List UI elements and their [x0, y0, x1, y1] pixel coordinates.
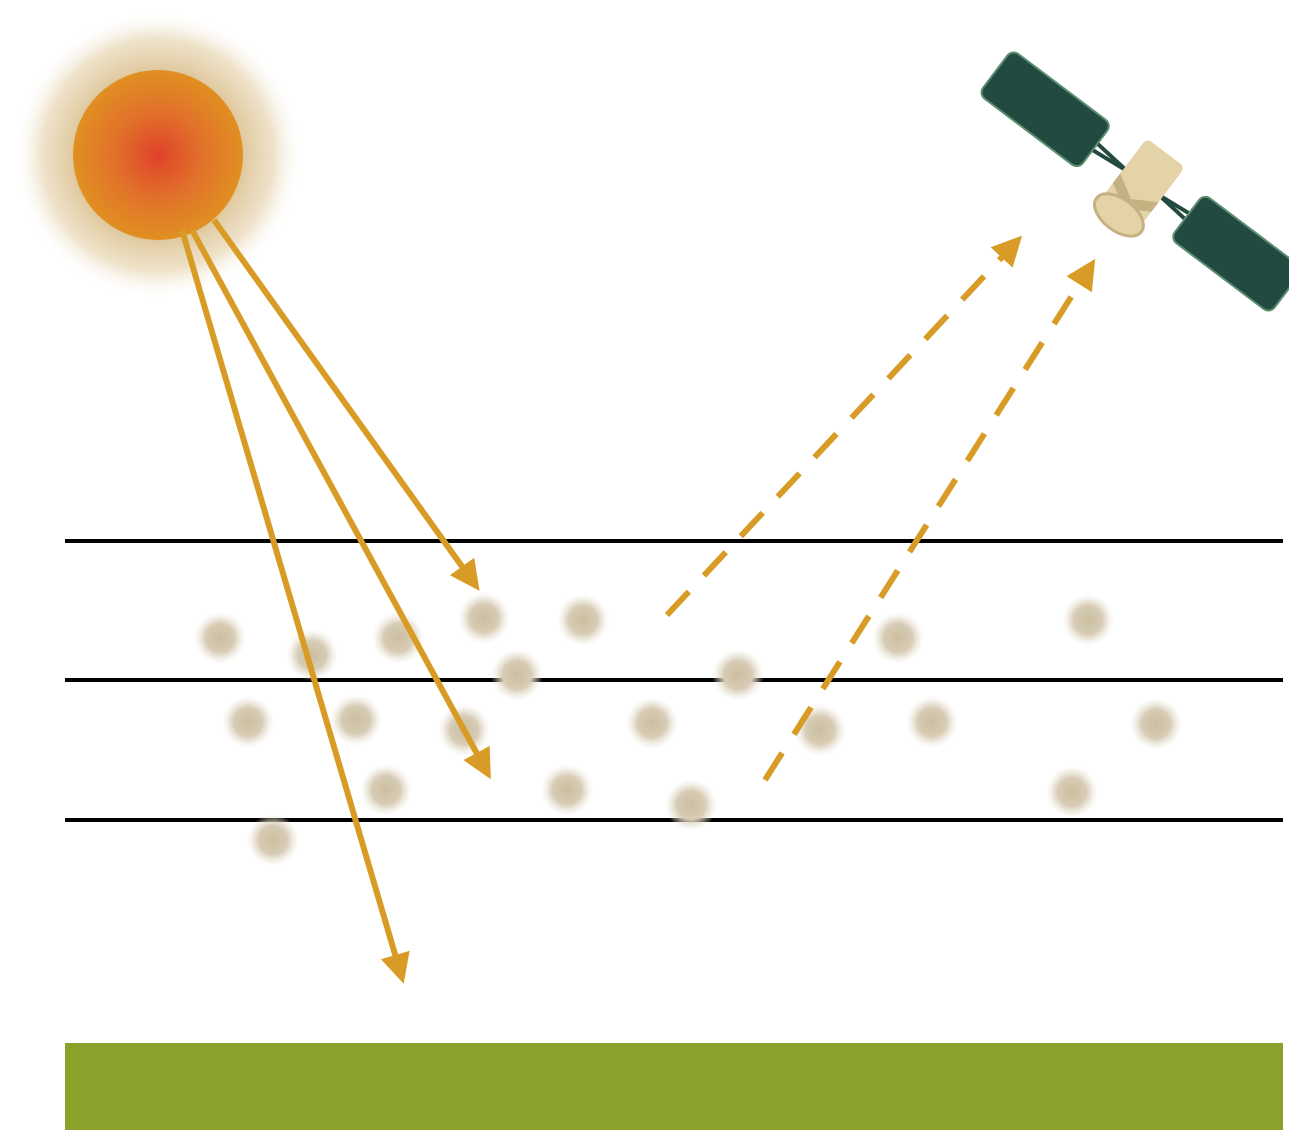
particle — [794, 704, 846, 756]
particle — [330, 694, 382, 746]
solar-panel — [1172, 195, 1289, 312]
particle — [712, 649, 764, 701]
particle — [541, 764, 593, 816]
satellite-strut — [1096, 142, 1129, 173]
particle — [458, 592, 510, 644]
reflected-ray — [762, 258, 1096, 782]
particle — [360, 764, 412, 816]
solar-panel — [980, 51, 1110, 168]
sun-core — [73, 70, 243, 240]
particle — [1046, 766, 1098, 818]
sun — [13, 10, 303, 300]
particle — [1062, 594, 1114, 646]
particle — [665, 779, 717, 831]
particle — [372, 612, 424, 664]
incoming-ray — [211, 218, 480, 591]
rays — [179, 218, 1096, 984]
particle — [906, 696, 958, 748]
particle — [286, 629, 338, 681]
particle — [1130, 698, 1182, 750]
satellite-sensor — [1093, 192, 1145, 238]
incoming-ray — [189, 228, 491, 780]
reflected-ray — [664, 235, 1023, 618]
particle — [626, 697, 678, 749]
incoming-ray — [179, 229, 410, 984]
satellite-strut — [1091, 148, 1129, 173]
layer-lines — [65, 539, 1283, 822]
particle — [557, 594, 609, 646]
particles — [194, 592, 1182, 866]
ground — [65, 1043, 1283, 1130]
particle — [247, 814, 299, 866]
satellite — [980, 51, 1289, 312]
particle — [872, 612, 924, 664]
particle — [194, 612, 246, 664]
particle — [222, 696, 274, 748]
particle — [491, 649, 543, 701]
satellite-strut — [1157, 193, 1190, 224]
